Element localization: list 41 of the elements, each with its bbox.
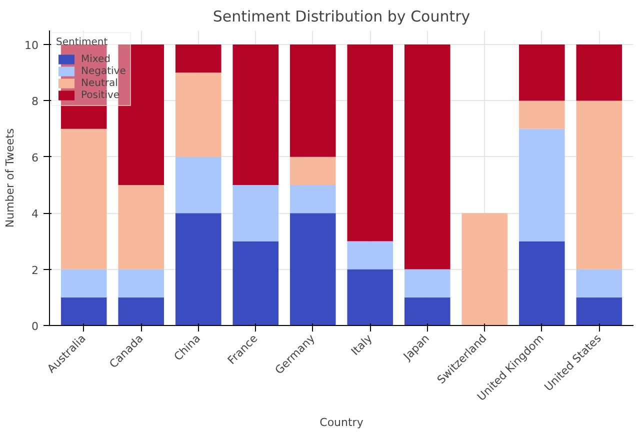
bar (290, 44, 336, 157)
bar (404, 297, 450, 326)
bar (347, 269, 394, 326)
bar (347, 44, 394, 242)
bar (518, 100, 565, 129)
bar (60, 128, 107, 270)
bar (232, 241, 279, 326)
y-tick-label: 10 (24, 39, 39, 52)
bar (518, 128, 565, 242)
bar (118, 297, 164, 326)
y-tick-label: 8 (32, 95, 38, 108)
bar (404, 44, 450, 270)
bar (118, 185, 164, 270)
bar (576, 297, 622, 326)
chart-title: Sentiment Distribution by Country (212, 8, 470, 26)
x-axis-title: Country (320, 416, 364, 430)
bar (576, 44, 622, 101)
bar (60, 269, 107, 298)
bar (290, 213, 336, 326)
y-tick-label: 0 (32, 320, 38, 333)
bar (576, 269, 622, 298)
bar (347, 241, 394, 270)
bar (290, 185, 336, 214)
bar (175, 44, 222, 73)
bar (518, 44, 565, 101)
bar (232, 185, 279, 242)
bar (175, 156, 222, 214)
y-axis-title: Number of Tweets (4, 128, 17, 228)
y-tick-label: 2 (32, 264, 38, 277)
bar (175, 213, 222, 326)
bar (404, 269, 450, 298)
y-tick-label: 4 (32, 208, 38, 221)
y-tick-label: 6 (32, 151, 38, 164)
bar (518, 241, 565, 326)
bar (290, 156, 336, 186)
bar (576, 100, 622, 270)
bar (118, 269, 164, 298)
bar (232, 44, 279, 186)
bar (462, 213, 508, 326)
bar (175, 72, 222, 157)
bar (60, 297, 107, 326)
